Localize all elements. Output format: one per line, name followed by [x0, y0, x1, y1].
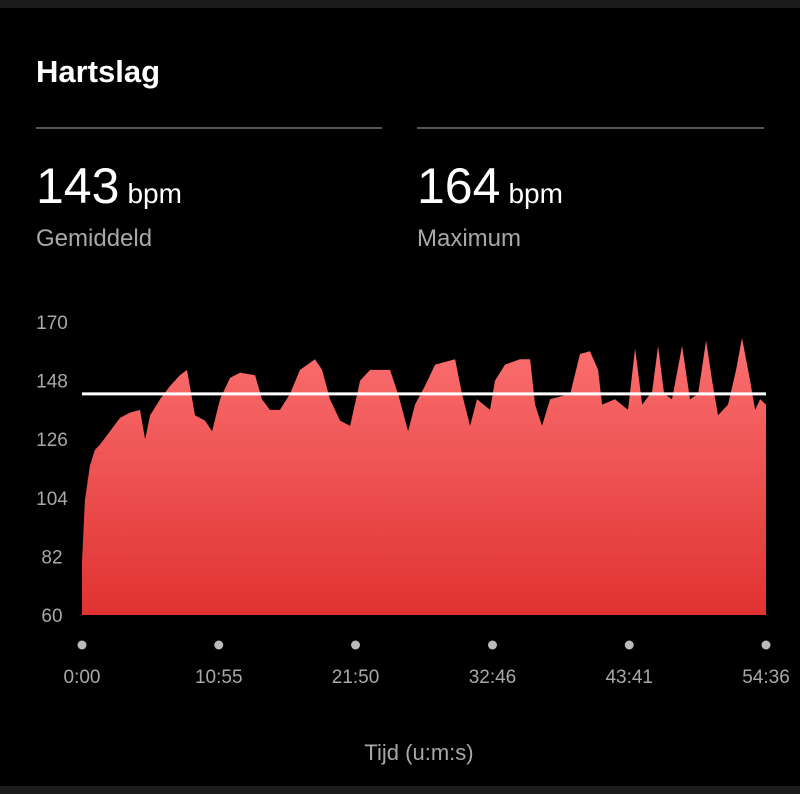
card-title: Hartslag: [36, 54, 160, 89]
bottom-bar: [0, 786, 800, 794]
x-tick-label: 21:50: [332, 667, 380, 688]
x-tick-dot: [487, 640, 497, 650]
stat-label: Maximum: [417, 225, 521, 252]
y-tick-label: 170: [36, 313, 68, 334]
x-axis-label: Tijd (u:m:s): [364, 740, 473, 765]
area: [82, 338, 766, 615]
stat-unit: bpm: [508, 178, 562, 209]
x-tick-dot: [214, 640, 224, 650]
x-tick-dot: [761, 640, 771, 650]
y-tick-label: 126: [36, 430, 68, 451]
stat-number: 143: [36, 158, 119, 214]
y-tick-label: 148: [36, 372, 68, 393]
y-tick-label: 104: [36, 489, 68, 510]
y-tick-label: 82: [41, 547, 62, 568]
x-tick-label: 43:41: [605, 667, 653, 688]
x-tick-label: 54:36: [742, 667, 790, 688]
x-tick-label: 0:00: [64, 667, 101, 688]
x-tick-label: 10:55: [195, 667, 243, 688]
top-bar: [0, 0, 800, 8]
x-tick-dot: [351, 640, 361, 650]
stat-label: Gemiddeld: [36, 225, 152, 252]
stat-value: 143 bpm: [36, 158, 182, 214]
x-tick-dot: [624, 640, 634, 650]
x-tick-label: 32:46: [469, 667, 517, 688]
x-tick-dot: [77, 640, 87, 650]
stat-unit: bpm: [127, 178, 181, 209]
stat-value: 164 bpm: [417, 158, 563, 214]
y-tick-label: 60: [41, 606, 62, 627]
stat-number: 164: [417, 158, 500, 214]
